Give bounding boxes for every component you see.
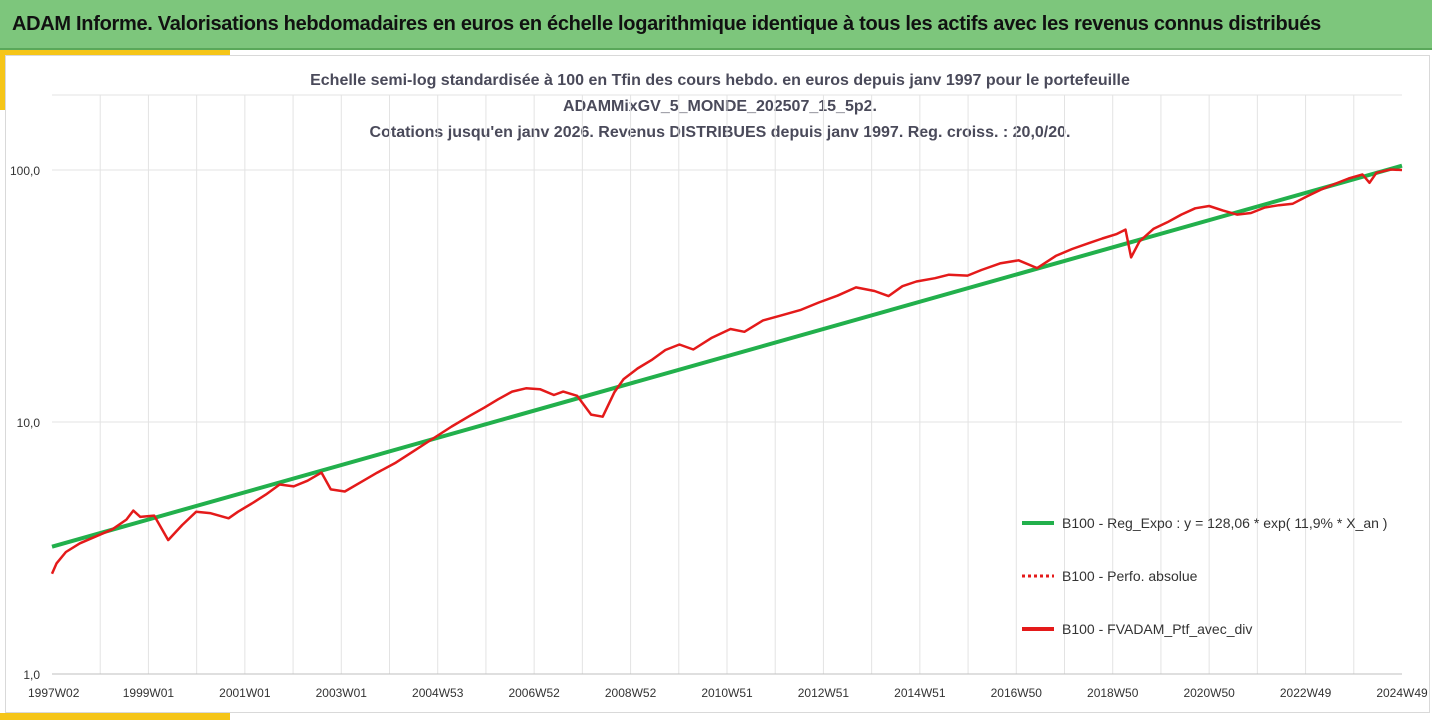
accent-bar-bottom (0, 713, 230, 720)
y-tick-label: 1,0 (23, 668, 40, 682)
series-line-regression (51, 163, 1403, 549)
x-tick-label: 2010W51 (701, 686, 753, 700)
series-layer (50, 163, 1403, 575)
x-tick-label: 2016W50 (991, 686, 1043, 700)
x-axis-ticks: 1997W02 1999W01 2001W01 2003W01 2004W53 2006W… (28, 686, 1428, 700)
x-tick-label: 2014W51 (894, 686, 946, 700)
chart-title-line-3: Cotations jusqu'en janv 2026. Revenus DI… (369, 124, 1071, 141)
legend-label: B100 - Reg_Expo : y = 128,06 * exp( 11,9… (1062, 515, 1387, 531)
x-tick-label: 2024W49 (1376, 686, 1428, 700)
x-tick-label: 2022W49 (1280, 686, 1332, 700)
page-header: ADAM Informe. Valorisations hebdomadaire… (0, 0, 1432, 50)
chart-title-line-1: Echelle semi-log standardisée à 100 en T… (310, 72, 1130, 89)
x-tick-label: 1999W01 (123, 686, 175, 700)
x-tick-label: 2004W53 (412, 686, 464, 700)
x-tick-label: 2020W50 (1183, 686, 1235, 700)
legend-label: B100 - Perfo. absolue (1062, 568, 1198, 584)
x-tick-label: 2001W01 (219, 686, 271, 700)
accent-bar-left (0, 50, 5, 110)
chart-title-line-2: ADAMMixGV_5_MONDE_202507_15_5p2. (563, 98, 877, 115)
accent-bar-top (0, 50, 230, 55)
x-tick-label: 2008W52 (605, 686, 657, 700)
x-tick-label: 2012W51 (798, 686, 850, 700)
y-tick-label: 10,0 (17, 416, 41, 430)
page-title: ADAM Informe. Valorisations hebdomadaire… (12, 13, 1321, 35)
x-tick-label: 1997W02 (28, 686, 80, 700)
x-tick-label: 2018W50 (1087, 686, 1139, 700)
grid-lines (52, 94, 1402, 674)
legend-label: B100 - FVADAM_Ptf_avec_div (1062, 621, 1252, 637)
y-tick-label: 100,0 (10, 164, 40, 178)
legend: B100 - Reg_Expo : y = 128,06 * exp( 11,9… (1022, 515, 1387, 637)
x-tick-label: 2006W52 (508, 686, 560, 700)
chart-frame (5, 55, 1430, 713)
series-line-portfolio (50, 168, 1403, 575)
x-tick-label: 2003W01 (316, 686, 368, 700)
y-axis-ticks: 100,0 10,0 1,0 (10, 164, 40, 682)
